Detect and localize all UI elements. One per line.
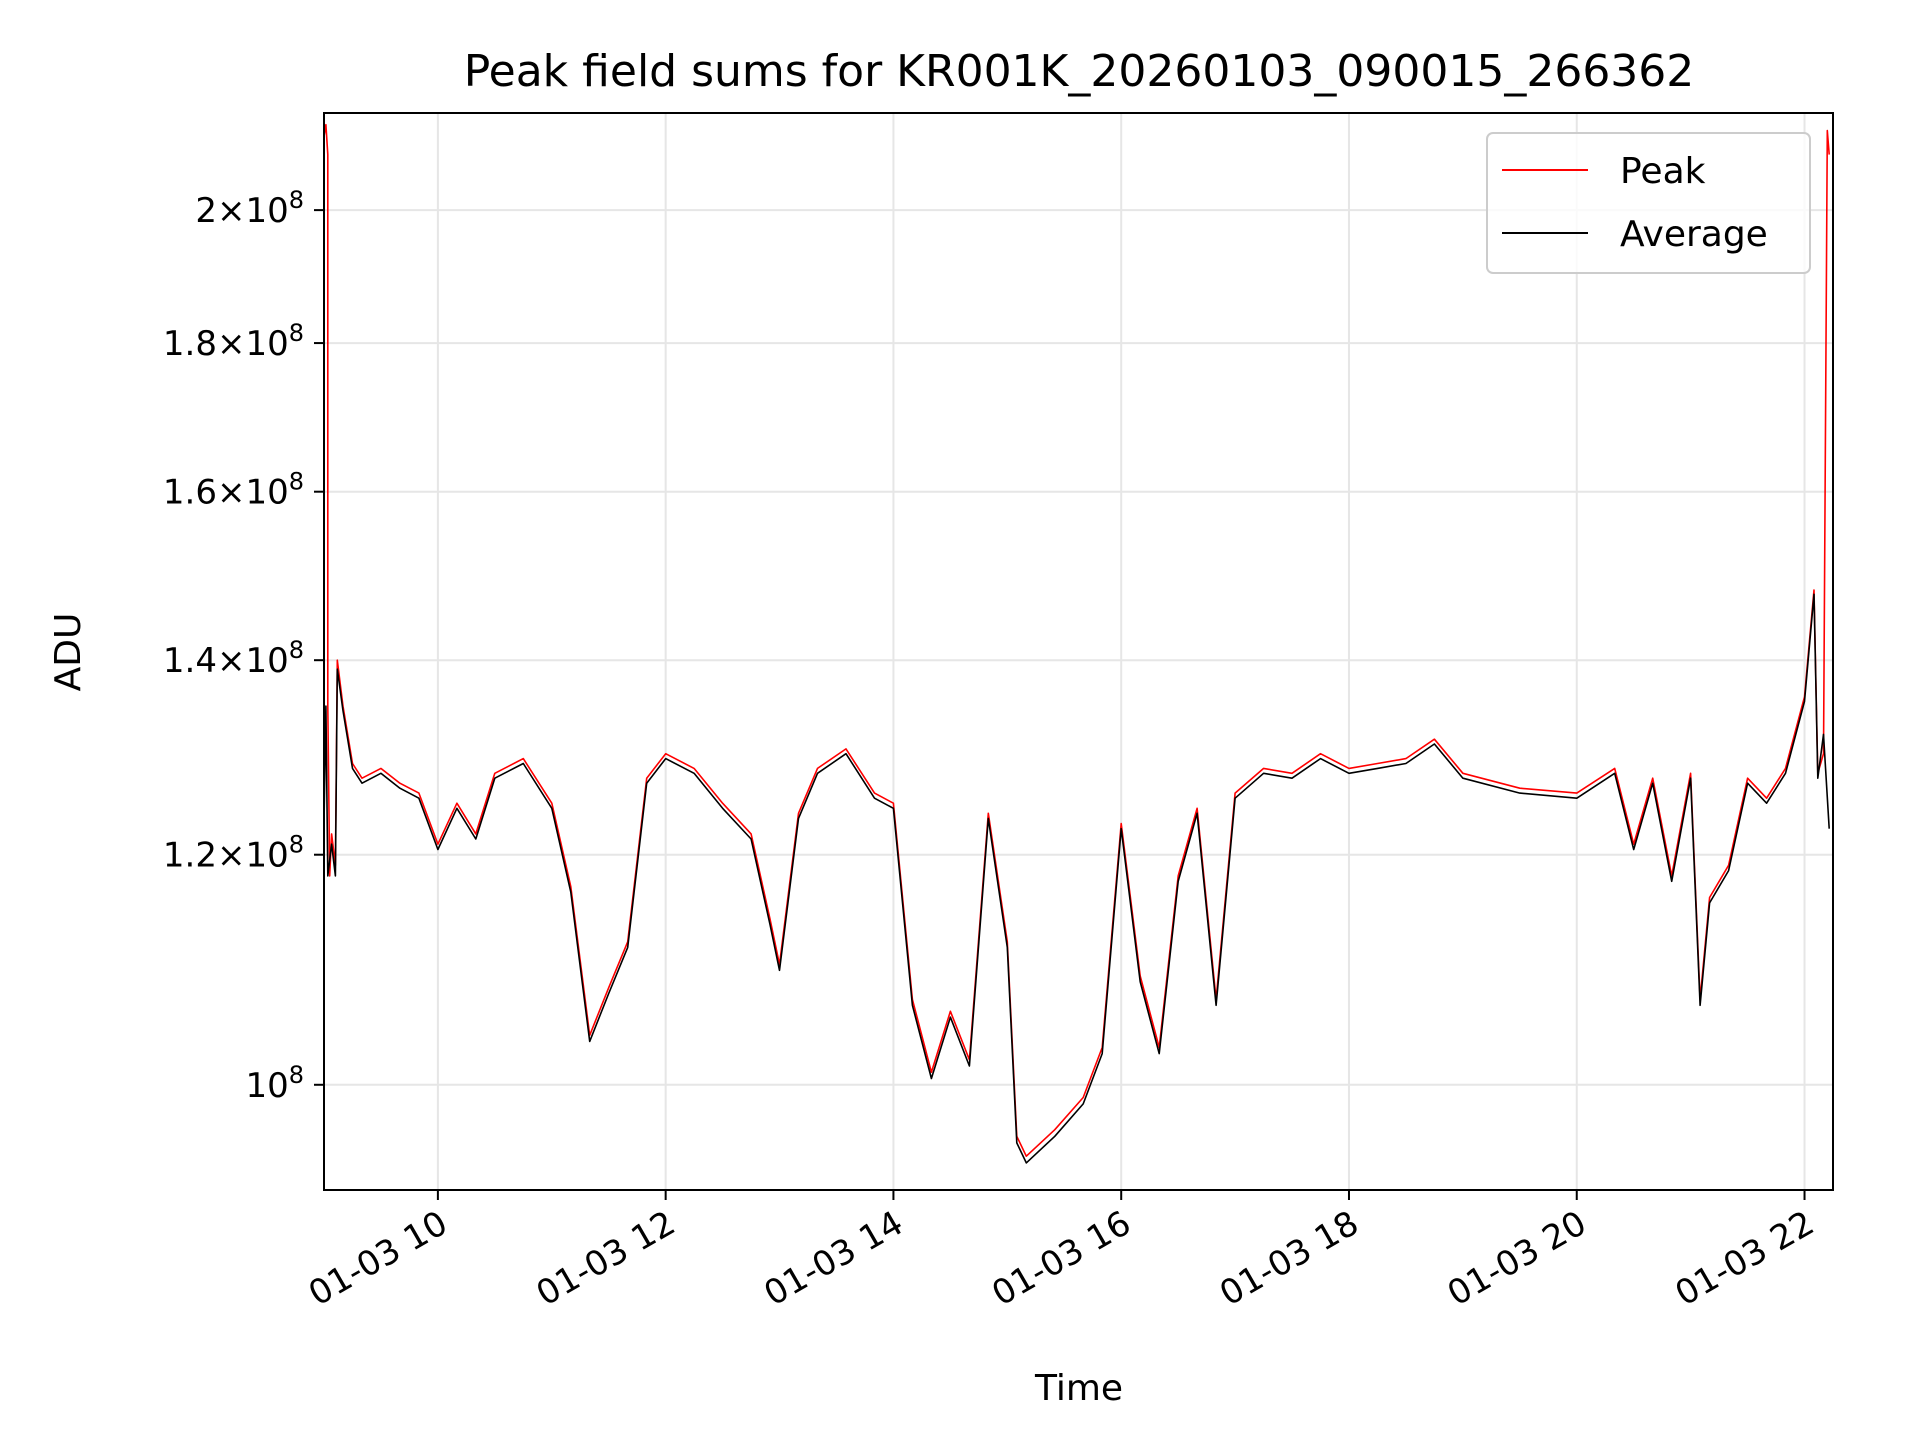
y-axis: 108 1.2×108 1.4×108 1.6×108 1.8×108 2×108 (163, 186, 324, 1106)
series-line-average (323, 593, 1830, 1164)
y-tick-label: 1.6×108 (163, 468, 304, 513)
x-tick-label: 01-03 14 (758, 1203, 910, 1314)
plot-area-frame (323, 112, 1834, 1191)
x-tick-label: 01-03 16 (985, 1203, 1137, 1314)
legend-label-peak: Peak (1620, 151, 1706, 192)
series-layer (323, 123, 1830, 1164)
legend-box (1486, 132, 1811, 274)
x-tick-label: 01-03 22 (1669, 1203, 1821, 1314)
chart-title: Peak field sums for KR001K_20260103_0900… (464, 46, 1695, 97)
y-tick-label: 1.8×108 (163, 319, 304, 364)
x-tick-label: 01-03 10 (302, 1203, 454, 1314)
x-axis-title: Time (1034, 1368, 1123, 1409)
y-tick-label: 1.2×108 (163, 831, 304, 876)
x-tick-label: 01-03 20 (1441, 1203, 1593, 1314)
x-tick-label: 01-03 12 (530, 1203, 682, 1314)
series-line-peak (323, 123, 1830, 1157)
y-tick-label: 2×108 (195, 186, 304, 231)
y-tick-label: 108 (245, 1061, 304, 1106)
grid-lines (324, 113, 1833, 1190)
legend: Peak Average (1486, 132, 1811, 274)
legend-label-average: Average (1620, 214, 1768, 255)
y-axis-title: ADU (48, 613, 89, 692)
x-axis: 01-03 10 01-03 12 01-03 14 01-03 16 01-03 18… (302, 1190, 1821, 1314)
x-tick-label: 01-03 18 (1213, 1203, 1365, 1314)
y-tick-label: 1.4×108 (163, 636, 304, 681)
